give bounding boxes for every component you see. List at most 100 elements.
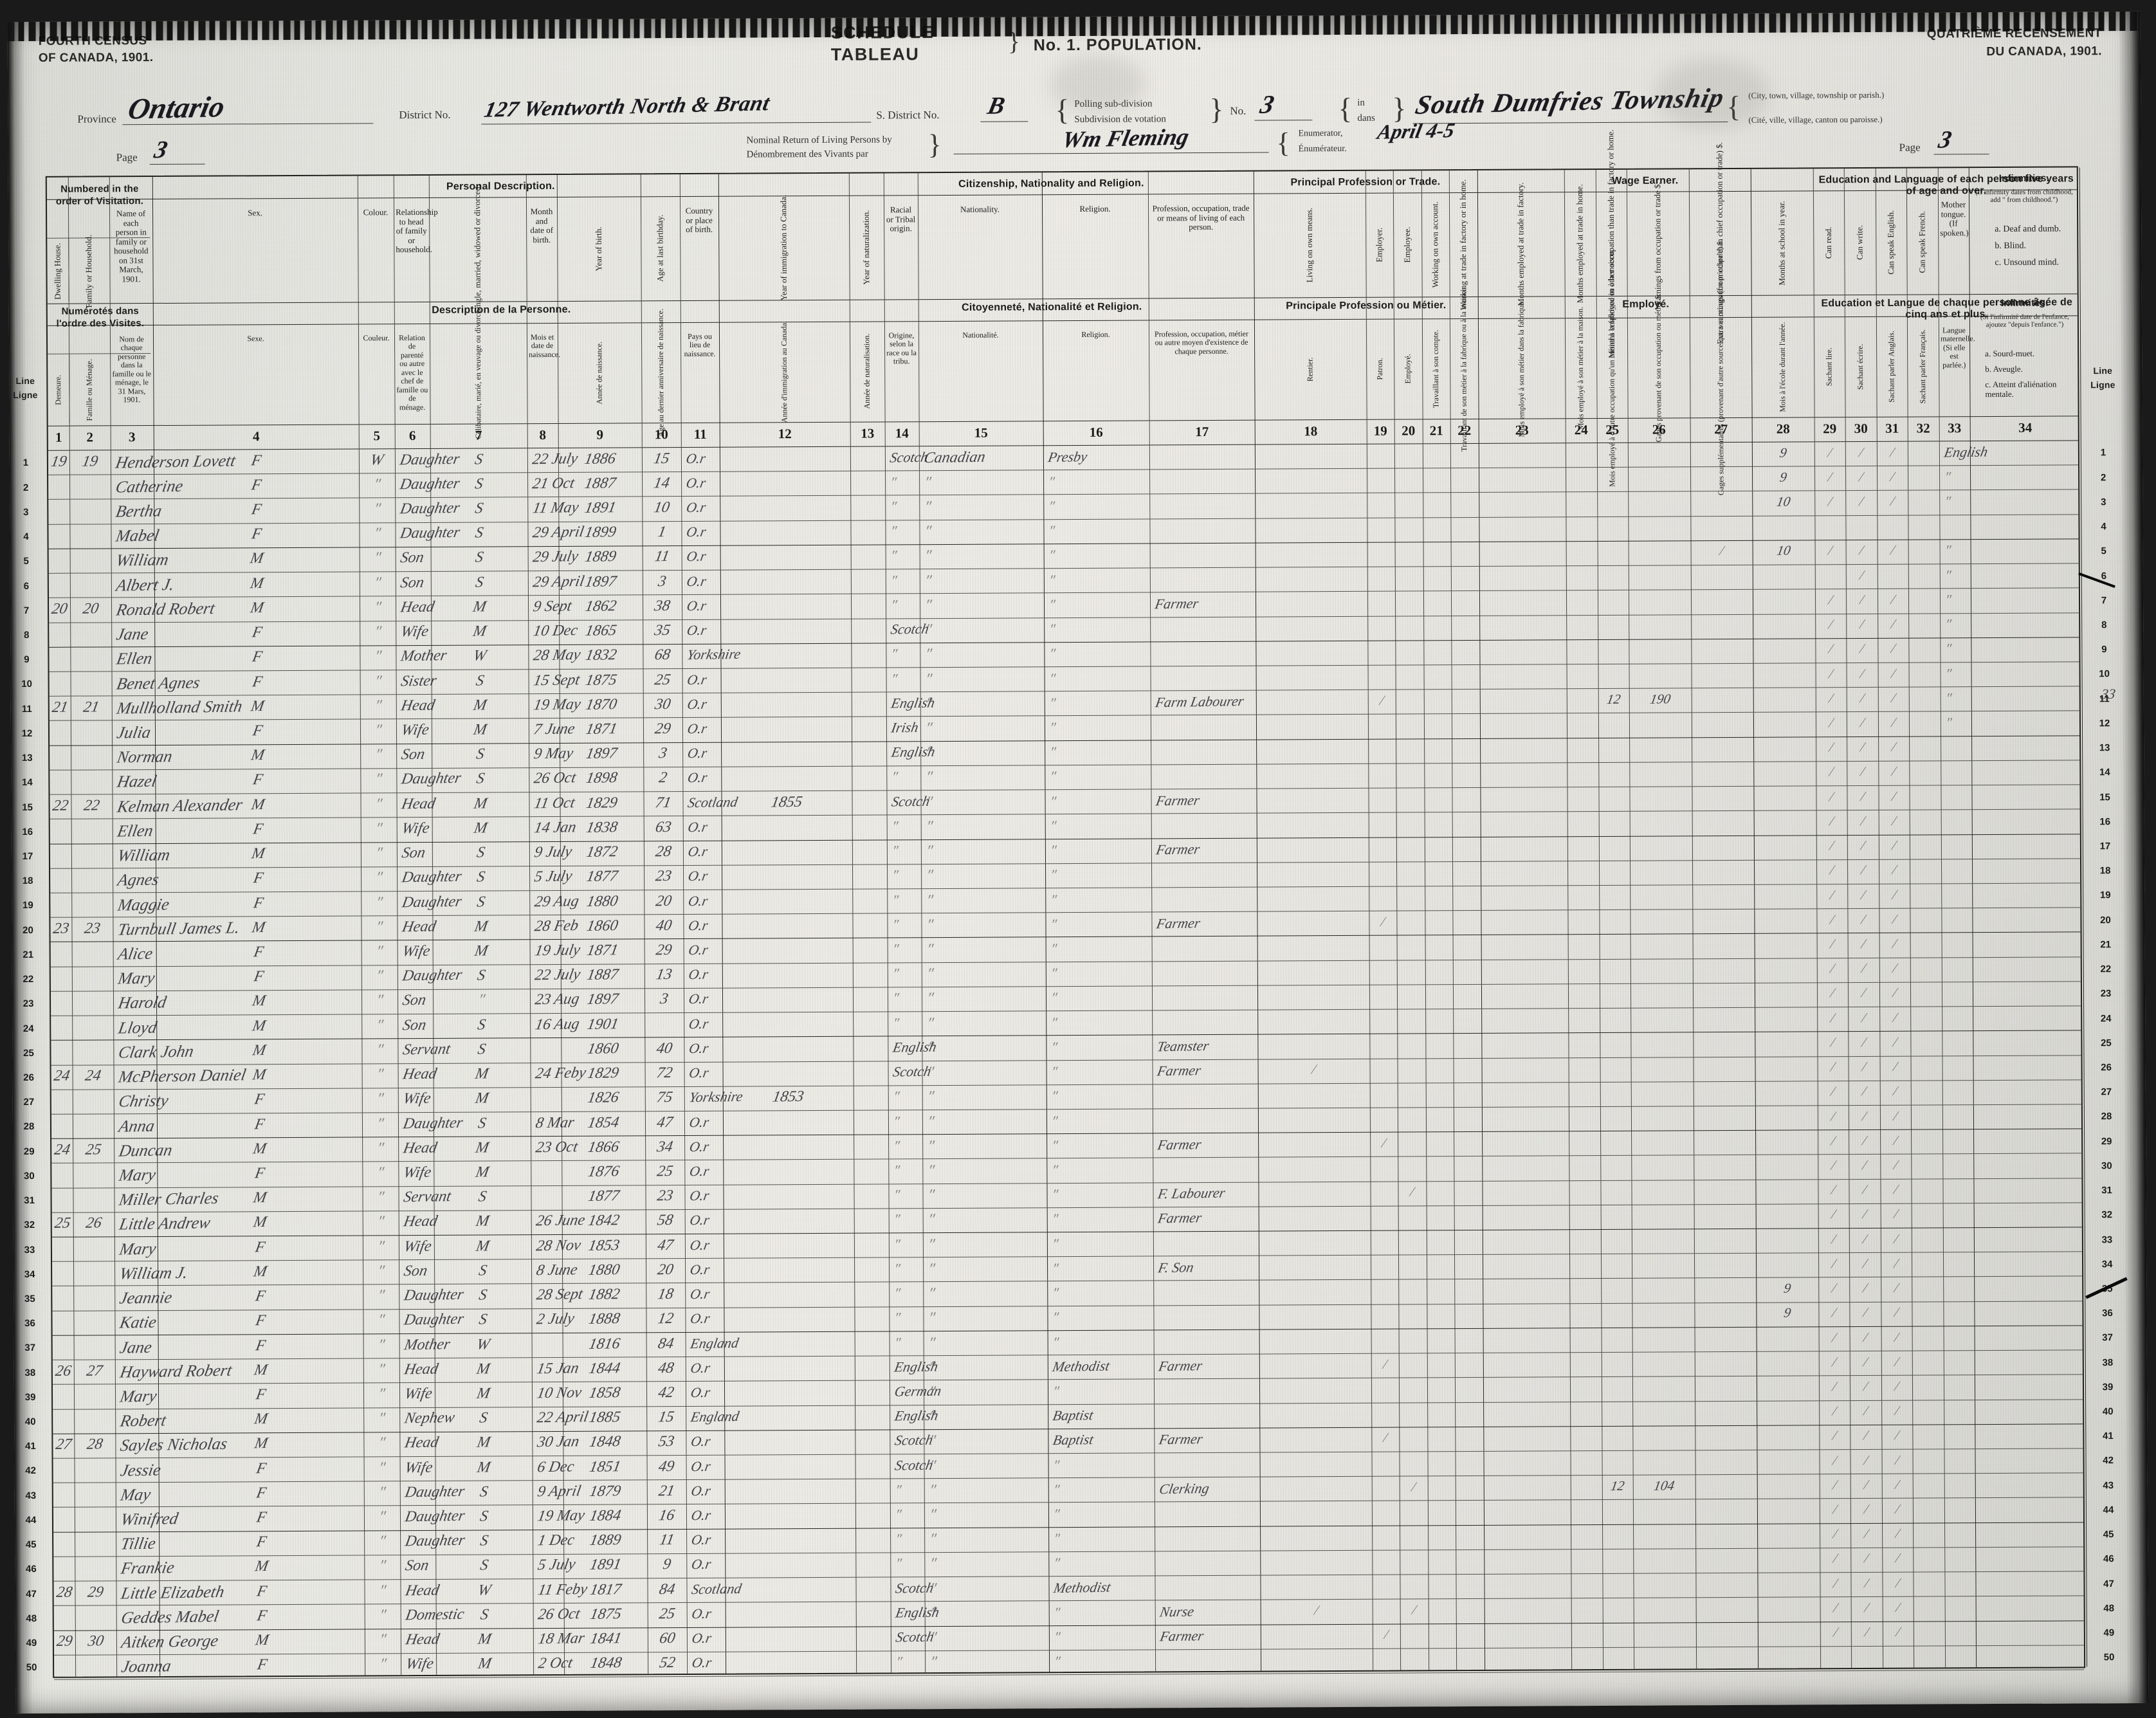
- cell-birth[interactable]: O.r: [688, 1138, 711, 1155]
- cell-occ[interactable]: Farm Labourer: [1154, 692, 1245, 711]
- cell-mdate[interactable]: 9 May: [532, 745, 575, 763]
- cell-name[interactable]: William: [116, 845, 172, 865]
- cell-occ[interactable]: Farmer: [1155, 841, 1201, 858]
- cell-tongue[interactable]: ": [1944, 640, 1953, 657]
- cell-family[interactable]: 24: [84, 1067, 103, 1084]
- cell-c31[interactable]: /: [1892, 984, 1899, 1000]
- cell-occ[interactable]: Farmer: [1156, 1136, 1203, 1153]
- cell-birth[interactable]: O.r: [687, 917, 709, 934]
- cell-dwelling[interactable]: 26: [54, 1362, 73, 1380]
- cell-origin[interactable]: ": [891, 989, 900, 1006]
- cell-c30[interactable]: /: [1863, 1575, 1870, 1591]
- cell-colour[interactable]: ": [374, 967, 385, 985]
- cell-ms[interactable]: S: [473, 451, 484, 468]
- cell-origin[interactable]: German: [893, 1382, 943, 1400]
- cell-sex[interactable]: F: [251, 821, 264, 838]
- cell-relig[interactable]: Baptist: [1052, 1431, 1095, 1448]
- cell-mdate[interactable]: 18 Mar: [536, 1630, 586, 1648]
- cell-rel[interactable]: Daughter: [403, 1310, 466, 1329]
- cell-nation[interactable]: ": [923, 621, 933, 639]
- cell-ms[interactable]: S: [479, 1606, 490, 1623]
- cell-ms[interactable]: S: [473, 524, 485, 542]
- cell-ms[interactable]: S: [476, 1016, 488, 1034]
- cell-nation[interactable]: ": [926, 1162, 936, 1180]
- cell-c28[interactable]: 10: [1775, 493, 1792, 509]
- cell-c29[interactable]: /: [1829, 985, 1836, 1001]
- cell-year[interactable]: 1841: [589, 1630, 623, 1648]
- cell-colour[interactable]: ": [374, 918, 384, 936]
- cell-origin[interactable]: ": [894, 1653, 904, 1670]
- cell-c30[interactable]: /: [1861, 1255, 1868, 1272]
- cell-c30[interactable]: /: [1859, 911, 1867, 928]
- cell-c25[interactable]: 12: [1605, 691, 1622, 708]
- cell-rel[interactable]: Head: [401, 1139, 439, 1157]
- cell-mdate[interactable]: 29 Aug: [533, 893, 581, 911]
- cell-c30[interactable]: /: [1861, 1156, 1868, 1173]
- cell-dwelling[interactable]: 22: [51, 797, 70, 814]
- cell-c30[interactable]: /: [1860, 960, 1867, 976]
- cell-origin[interactable]: Scotch: [888, 448, 929, 466]
- cell-c31[interactable]: /: [1890, 788, 1897, 804]
- cell-age[interactable]: 63: [653, 818, 673, 836]
- cell-birth[interactable]: O.r: [688, 1261, 711, 1278]
- cell-age[interactable]: 53: [657, 1432, 676, 1450]
- cell-nation[interactable]: ": [924, 843, 935, 860]
- cell-c31[interactable]: /: [1891, 886, 1898, 902]
- cell-mdate[interactable]: 26 Oct: [533, 769, 578, 787]
- cell-age[interactable]: 1: [656, 524, 668, 541]
- cell-nation[interactable]: ": [927, 1335, 936, 1352]
- cell-nation[interactable]: ": [923, 547, 933, 565]
- cell-dwelling[interactable]: 29: [55, 1632, 74, 1650]
- cell-c30[interactable]: /: [1859, 837, 1867, 854]
- cell-rel[interactable]: Daughter: [398, 475, 461, 493]
- cell-c30[interactable]: /: [1863, 1452, 1870, 1468]
- cell-origin[interactable]: ": [893, 1506, 903, 1522]
- cell-birth[interactable]: O.r: [684, 474, 708, 491]
- cell-colour[interactable]: ": [378, 1582, 387, 1600]
- cell-c29[interactable]: /: [1829, 1083, 1836, 1099]
- cell-sex[interactable]: F: [254, 1386, 268, 1403]
- cell-nation[interactable]: ": [928, 1580, 938, 1598]
- cell-colour[interactable]: ": [372, 476, 382, 493]
- cell-relig[interactable]: ": [1048, 866, 1058, 883]
- cell-year[interactable]: 1882: [587, 1286, 621, 1304]
- cell-age[interactable]: 11: [653, 547, 671, 565]
- cell-c29[interactable]: /: [1831, 1378, 1838, 1394]
- cell-age[interactable]: 52: [658, 1654, 677, 1672]
- cell-ms[interactable]: M: [473, 942, 489, 960]
- cell-birth[interactable]: Yorkshire: [686, 645, 742, 663]
- cell-colour[interactable]: ": [377, 1434, 387, 1452]
- cell-c30[interactable]: /: [1861, 1181, 1868, 1198]
- cell-origin[interactable]: ": [891, 916, 900, 933]
- cell-nation[interactable]: ": [926, 1138, 936, 1155]
- cell-sex[interactable]: M: [251, 992, 267, 1010]
- cell-name[interactable]: William: [114, 550, 170, 570]
- cell-tongue[interactable]: ": [1944, 714, 1953, 731]
- cell-name[interactable]: Clark John: [116, 1041, 196, 1062]
- cell-relig[interactable]: ": [1051, 1382, 1061, 1400]
- cell-sex[interactable]: F: [253, 1239, 267, 1256]
- cell-c29[interactable]: /: [1831, 1501, 1839, 1517]
- cell-colour[interactable]: ": [377, 1533, 387, 1550]
- cell-year[interactable]: 1887: [585, 966, 620, 984]
- cell-c30[interactable]: /: [1858, 616, 1865, 632]
- place-value[interactable]: South Dumfries Township: [1412, 83, 1727, 121]
- cell-c31[interactable]: /: [1894, 1575, 1901, 1591]
- cell-c30[interactable]: /: [1858, 468, 1865, 485]
- cell-age[interactable]: 20: [654, 892, 673, 910]
- cell-c30[interactable]: /: [1862, 1427, 1870, 1443]
- cell-c31[interactable]: /: [1894, 1402, 1901, 1418]
- cell-sex[interactable]: M: [251, 1066, 268, 1084]
- cell-origin[interactable]: ": [890, 866, 900, 883]
- cell-sex[interactable]: F: [251, 624, 264, 641]
- cell-year[interactable]: 1897: [584, 745, 619, 763]
- cell-origin[interactable]: ": [891, 940, 900, 957]
- cell-c31[interactable]: /: [1890, 714, 1897, 730]
- cell-relig[interactable]: ": [1052, 1505, 1061, 1522]
- cell-rel[interactable]: Head: [401, 1065, 439, 1083]
- cell-year[interactable]: 1865: [583, 622, 618, 640]
- cell-relig[interactable]: ": [1050, 1087, 1059, 1104]
- cell-nation[interactable]: ": [927, 1310, 936, 1327]
- cell-c31[interactable]: /: [1893, 1329, 1900, 1345]
- cell-nation[interactable]: ": [924, 892, 935, 909]
